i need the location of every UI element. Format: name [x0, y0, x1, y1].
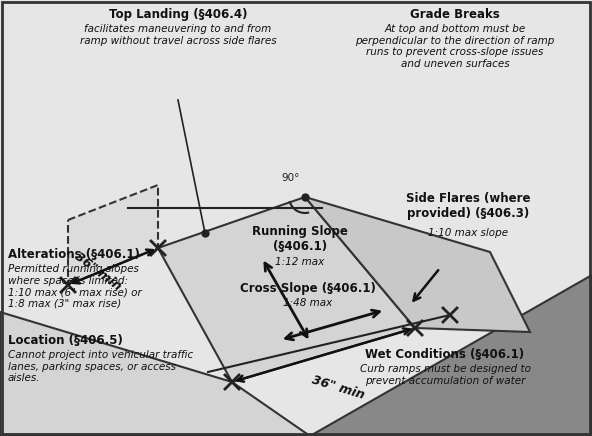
Text: 36" min: 36" min	[310, 374, 366, 402]
Text: 90°: 90°	[281, 173, 300, 183]
Text: 1:10 max slope: 1:10 max slope	[428, 228, 508, 238]
Text: 1:12 max: 1:12 max	[275, 257, 324, 267]
Text: Curb ramps must be designed to
prevent accumulation of water: Curb ramps must be designed to prevent a…	[359, 364, 530, 385]
Text: 36" min: 36" min	[72, 250, 124, 293]
Text: Wet Conditions (§406.1): Wet Conditions (§406.1)	[365, 348, 525, 361]
Text: At top and bottom must be
perpendicular to the direction of ramp
runs to prevent: At top and bottom must be perpendicular …	[355, 24, 555, 69]
Text: Side Flares (where
provided) (§406.3): Side Flares (where provided) (§406.3)	[406, 192, 530, 220]
Text: facilitates maneuvering to and from
ramp without travel across side flares: facilitates maneuvering to and from ramp…	[80, 24, 276, 46]
Text: Running Slope
(§406.1): Running Slope (§406.1)	[252, 225, 348, 253]
Polygon shape	[0, 312, 310, 436]
Polygon shape	[310, 275, 592, 436]
Text: Cannot project into vehicular traffic
lanes, parking spaces, or access
aisles.: Cannot project into vehicular traffic la…	[8, 350, 193, 383]
Polygon shape	[158, 197, 415, 382]
Text: Permitted running slopes
where space is limited:
1:10 max (6" max rise) or
1:8 m: Permitted running slopes where space is …	[8, 264, 141, 309]
Text: Alterations (§406.1): Alterations (§406.1)	[8, 248, 140, 261]
Text: 1:48 max: 1:48 max	[284, 298, 333, 308]
Text: Top Landing (§406.4): Top Landing (§406.4)	[109, 8, 247, 21]
Polygon shape	[305, 197, 530, 332]
Text: Grade Breaks: Grade Breaks	[410, 8, 500, 21]
Text: Location (§406.5): Location (§406.5)	[8, 334, 123, 347]
Text: Cross Slope (§406.1): Cross Slope (§406.1)	[240, 282, 376, 295]
Polygon shape	[68, 185, 158, 285]
